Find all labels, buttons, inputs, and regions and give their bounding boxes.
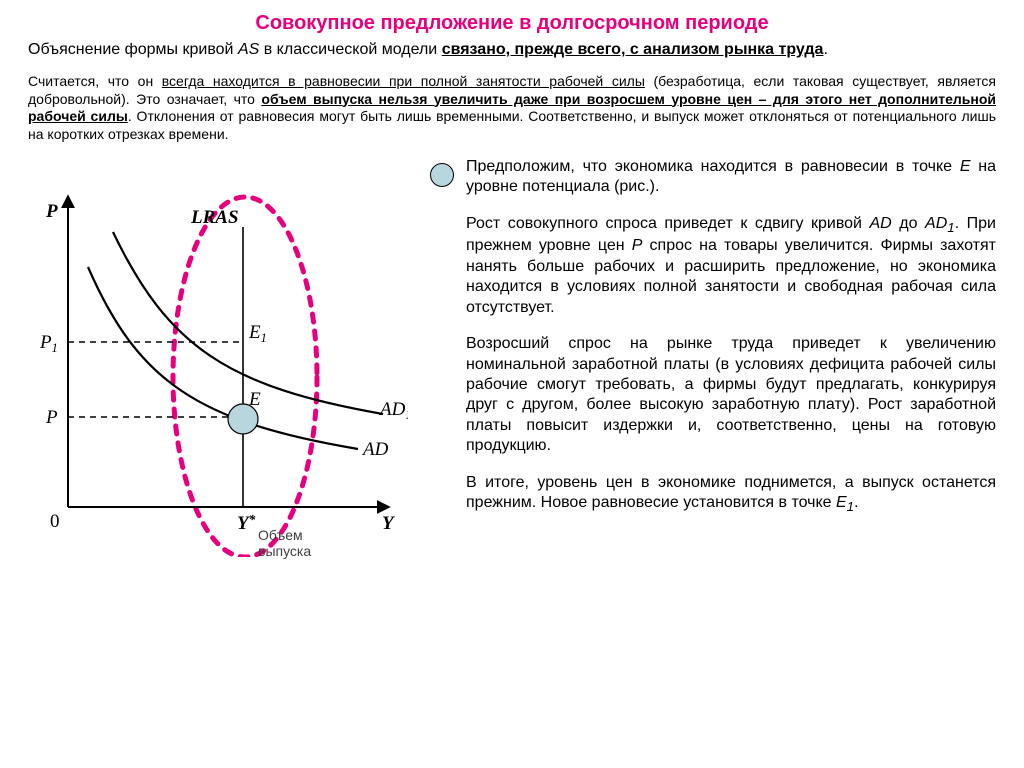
lead-paragraph: Объяснение формы кривой AS в классическо…	[28, 41, 996, 59]
lead-prefix: Объяснение формы кривой	[28, 41, 238, 58]
svg-text:AD: AD	[361, 439, 389, 460]
rp4-E1: Е	[836, 494, 847, 511]
svg-text:E: E	[248, 389, 261, 410]
rp2b: до	[892, 215, 925, 232]
page-title: Совокупное предложение в долгосрочном пе…	[28, 12, 996, 35]
rp3: Возросший спрос на рынке труда приведет …	[466, 334, 996, 457]
rp2-P: Р	[632, 237, 643, 254]
svg-text:AD1: AD1	[378, 399, 408, 422]
rp2-AD1-sub: 1	[947, 220, 954, 235]
rp4-E1-sub: 1	[847, 500, 854, 515]
p2-1: Считается, что он	[28, 73, 162, 89]
lead-suffix: .	[823, 41, 827, 58]
rp2a: Рост совокупного спроса приведет к сдвиг…	[466, 215, 870, 232]
svg-text:E1: E1	[248, 322, 267, 345]
rp4: В итоге, уровень цен в экономике подниме…	[466, 473, 996, 516]
p2-u1: всегда находится в равновесии при полной…	[162, 73, 645, 89]
svg-text:0: 0	[50, 511, 60, 532]
chart-container: P Y 0 LRAS P P1 E E1 AD AD1 Y* Объем выпуска	[28, 157, 408, 587]
svg-text:LRAS: LRAS	[190, 207, 239, 228]
rp4a: В итоге, уровень цен в экономике подниме…	[466, 474, 996, 511]
lead-underlined: связано, прежде всего, с анализом рынка …	[442, 41, 824, 58]
explanation-text: Предположим, что экономика находится в р…	[466, 157, 996, 516]
rp1-E: Е	[960, 158, 971, 175]
chart-caption: Объем выпуска	[258, 527, 348, 559]
svg-text:Y*: Y*	[237, 512, 256, 534]
rp2-AD: AD	[870, 215, 892, 232]
svg-text:Y: Y	[382, 513, 396, 534]
rp1a: Предположим, что экономика находится в р…	[466, 158, 960, 175]
rp4b: .	[854, 494, 858, 511]
intro-paragraph: Считается, что он всегда находится в рав…	[28, 73, 996, 143]
lras-chart: P Y 0 LRAS P P1 E E1 AD AD1 Y*	[28, 157, 408, 557]
svg-text:P: P	[45, 407, 58, 428]
lead-as: AS	[238, 41, 259, 58]
lead-mid: в классической модели	[259, 41, 441, 58]
rp2: Рост совокупного спроса приведет к сдвиг…	[466, 214, 996, 318]
svg-text:P: P	[45, 201, 58, 222]
rp2-AD1: AD	[925, 215, 947, 232]
p2-3: . Отклонения от равновесия могут быть ли…	[28, 108, 996, 142]
rp1: Предположим, что экономика находится в р…	[466, 157, 996, 198]
svg-text:P1: P1	[39, 332, 58, 355]
bullet-icon	[430, 163, 454, 187]
